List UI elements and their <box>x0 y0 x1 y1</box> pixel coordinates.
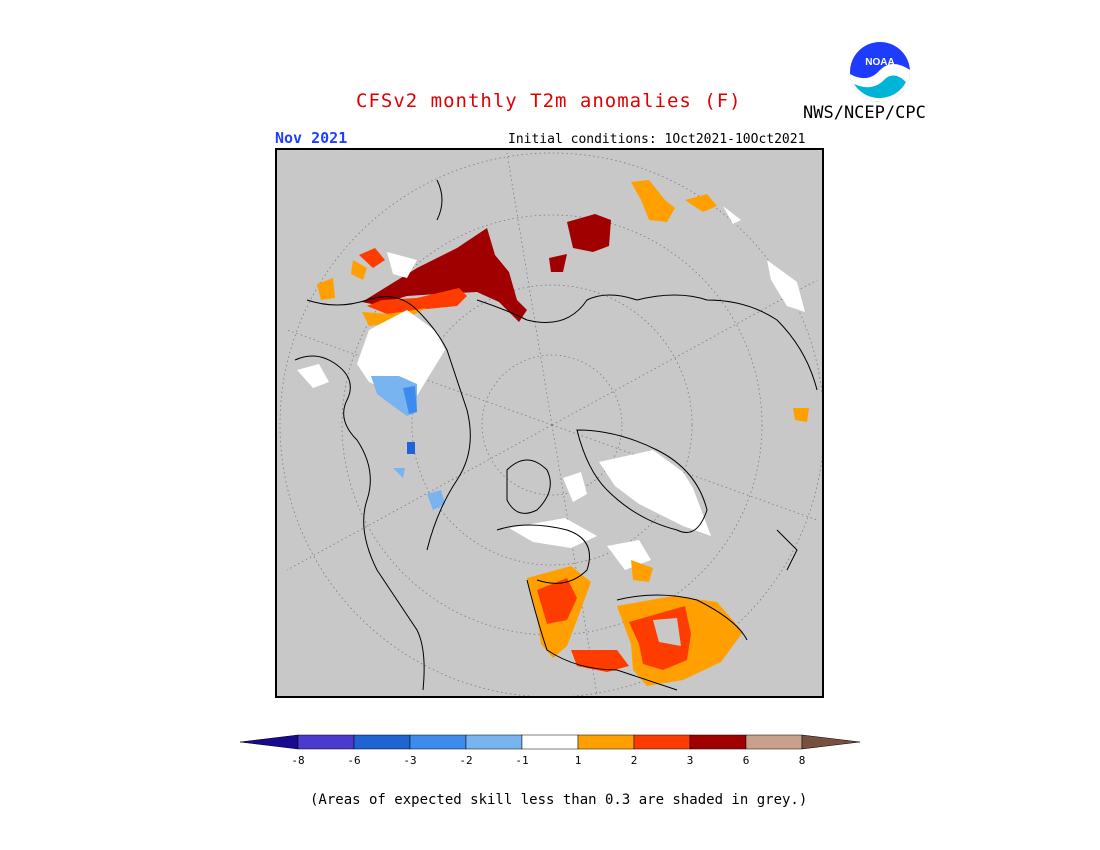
coastlines <box>294 179 818 691</box>
colorbar-bin <box>577 734 635 750</box>
colorbar-arrow-high <box>801 734 861 750</box>
colorbar-bin <box>745 734 803 750</box>
anomaly-shading <box>297 180 809 686</box>
colorbar-tick-label: 2 <box>631 754 638 767</box>
colorbar-bin <box>633 734 691 750</box>
skill-note: (Areas of expected skill less than 0.3 a… <box>310 792 808 808</box>
colorbar-tick-label: 1 <box>575 754 582 767</box>
agency-label: NWS/NCEP/CPC <box>803 103 926 123</box>
colorbar-bin <box>521 734 579 750</box>
colorbar-tick-label: -8 <box>291 754 304 767</box>
noaa-logo-text: NOAA <box>865 57 894 68</box>
colorbar-bin <box>465 734 523 750</box>
colorbar-tick-label: -3 <box>403 754 416 767</box>
initial-conditions-label: Initial conditions: 1Oct2021-10Oct2021 <box>508 132 806 147</box>
colorbar-tick-label: -6 <box>347 754 360 767</box>
colorbar-bin <box>297 734 355 750</box>
colorbar-tick-label: 3 <box>687 754 694 767</box>
colorbar-bin <box>689 734 747 750</box>
map-title: CFSv2 monthly T2m anomalies (F) <box>356 90 742 112</box>
colorbar-tick-label: -2 <box>459 754 472 767</box>
colorbar: -8 -6 -3 -2 -1 1 2 3 6 8 <box>239 733 862 773</box>
valid-month-label: Nov 2021 <box>275 129 348 147</box>
colorbar-tick-label: -1 <box>515 754 528 767</box>
colorbar-arrow-low <box>239 734 299 750</box>
colorbar-tick-label: 8 <box>799 754 806 767</box>
noaa-logo: NOAA <box>848 40 912 104</box>
polar-map <box>275 148 824 698</box>
colorbar-bin <box>409 734 467 750</box>
colorbar-bin <box>353 734 411 750</box>
colorbar-tick-label: 6 <box>743 754 750 767</box>
